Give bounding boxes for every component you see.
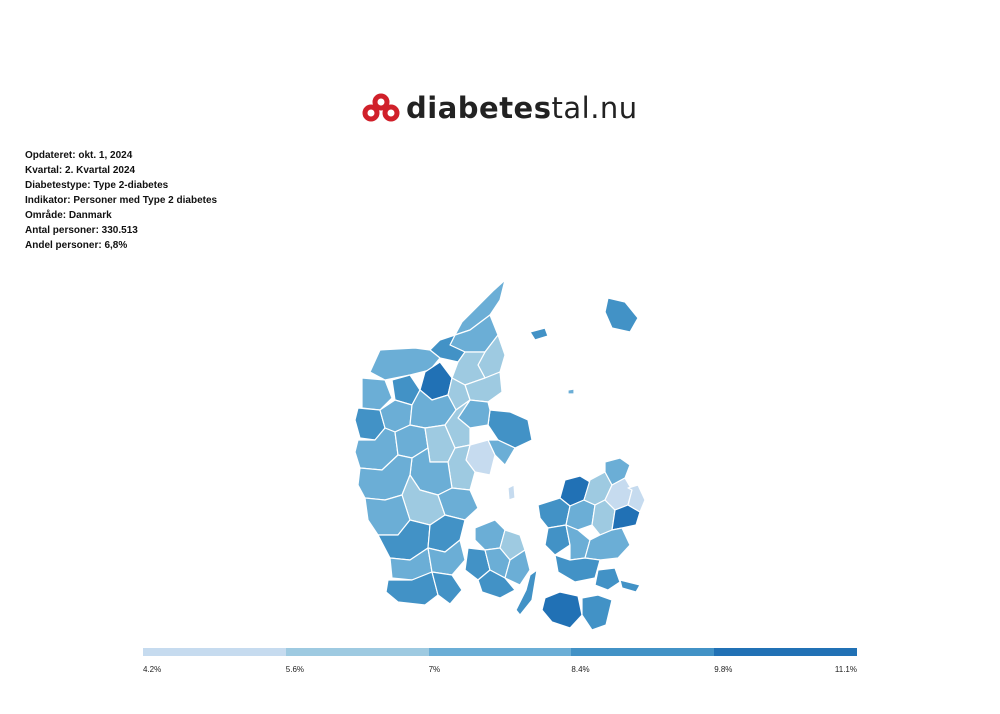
- legend-label: 11.1%: [834, 665, 857, 674]
- municipality[interactable]: [584, 527, 631, 561]
- meta-diabetes-type: Diabetestype: Type 2-diabetes: [25, 180, 169, 191]
- legend-segment: [428, 648, 572, 656]
- municipality[interactable]: [487, 409, 533, 449]
- meta-indicator: Indikator: Personer med Type 2 diabetes: [25, 195, 218, 206]
- municipality[interactable]: [529, 327, 549, 341]
- legend-label: 9.8%: [714, 665, 733, 674]
- denmark-choropleth-map: [354, 279, 646, 631]
- legend-label: 8.4%: [571, 665, 590, 674]
- municipality[interactable]: [487, 439, 516, 466]
- municipality[interactable]: [567, 388, 575, 395]
- logo-text-bold: diabetes: [406, 90, 552, 125]
- legend-label: 4.2%: [143, 665, 162, 674]
- municipality[interactable]: [619, 579, 641, 593]
- municipality[interactable]: [507, 484, 516, 501]
- map-metadata: Opdateret: okt. 1, 2024 Kvartal: 2. Kvar…: [25, 148, 217, 253]
- municipality[interactable]: [627, 484, 646, 513]
- municipality[interactable]: [515, 569, 538, 616]
- legend-segment: [714, 648, 857, 656]
- legend-bar: [143, 648, 857, 656]
- municipality[interactable]: [431, 571, 463, 605]
- municipality[interactable]: [537, 497, 571, 529]
- legend-label: 5.6%: [285, 665, 305, 674]
- logo-text: diabetestal.nu: [406, 90, 638, 125]
- municipality[interactable]: [544, 524, 571, 556]
- legend-segment: [571, 648, 715, 656]
- meta-count: Antal personer: 330.513: [25, 225, 138, 236]
- diabetestal-logo: diabetestal.nu: [362, 88, 638, 128]
- meta-area: Område: Danmark: [25, 210, 112, 221]
- legend-segment: [285, 648, 429, 656]
- municipality[interactable]: [385, 571, 439, 606]
- municipality[interactable]: [541, 591, 583, 629]
- municipality[interactable]: [504, 549, 531, 586]
- legend-segment: [143, 648, 286, 656]
- logo-text-light: tal.nu: [551, 90, 638, 125]
- meta-share: Andel personer: 6,8%: [25, 240, 128, 251]
- municipality[interactable]: [581, 594, 613, 631]
- municipality[interactable]: [554, 554, 601, 583]
- meta-quarter: Kvartal: 2. Kvartal 2024: [25, 165, 136, 176]
- municipality[interactable]: [604, 297, 639, 333]
- meta-updated: Opdateret: okt. 1, 2024: [25, 150, 133, 161]
- legend-labels: 4.2% 5.6% 7% 8.4% 9.8% 11.1%: [143, 665, 857, 679]
- municipality[interactable]: [477, 569, 516, 599]
- municipality[interactable]: [594, 567, 621, 591]
- municipality[interactable]: [361, 377, 393, 411]
- color-legend: 4.2% 5.6% 7% 8.4% 9.8% 11.1%: [143, 648, 857, 679]
- legend-label: 7%: [428, 665, 441, 674]
- pretzel-heart-icon: [362, 93, 400, 122]
